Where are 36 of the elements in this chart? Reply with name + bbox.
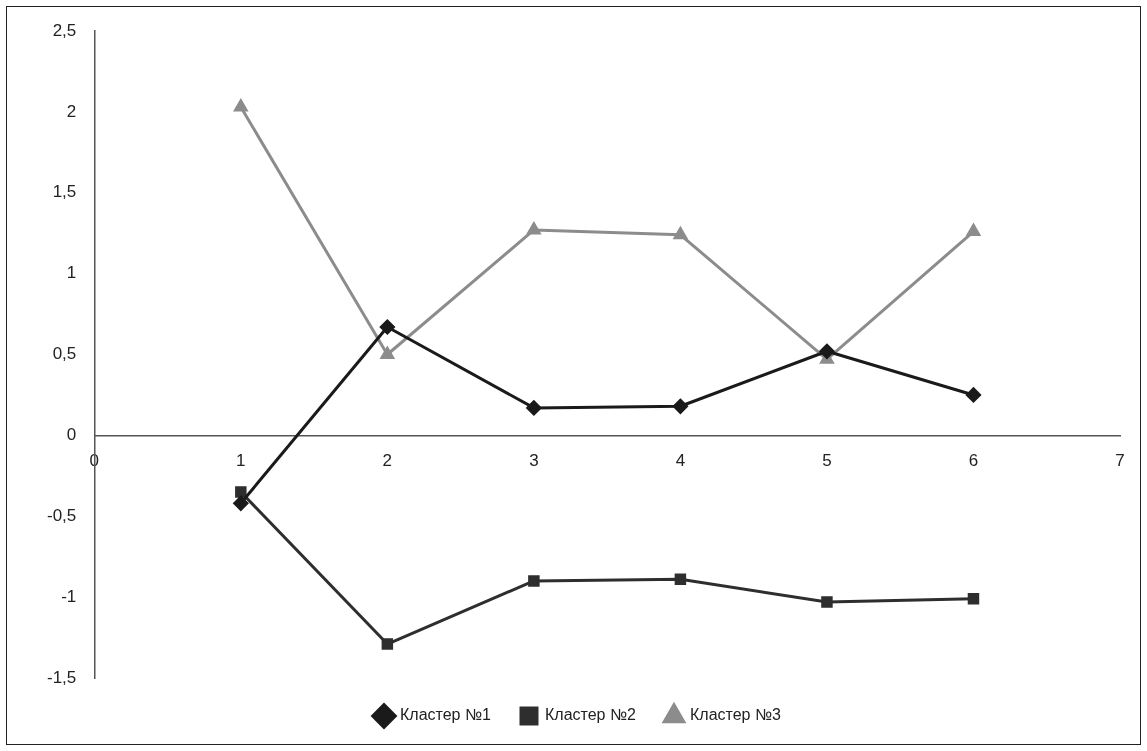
x-tick-label: 5 — [822, 451, 832, 471]
x-tick-label: 4 — [675, 451, 686, 471]
x-tick-label: 3 — [529, 451, 539, 471]
point — [235, 486, 247, 498]
point — [380, 347, 395, 359]
point — [381, 638, 394, 650]
y-tick-label: 0,5 — [52, 344, 77, 364]
y-tick-label: -1 — [61, 586, 77, 606]
point — [673, 227, 688, 240]
point — [967, 593, 980, 605]
point — [234, 99, 248, 112]
point — [819, 343, 835, 359]
point — [672, 398, 688, 414]
point — [526, 400, 542, 416]
point — [527, 222, 541, 235]
point — [821, 596, 833, 608]
point — [965, 387, 981, 403]
point — [674, 573, 687, 586]
y-tick-label: 1 — [66, 263, 77, 283]
point — [528, 575, 540, 587]
point — [233, 495, 249, 511]
y-tick-label: 2 — [66, 101, 77, 121]
y-tick-label: 2,5 — [52, 20, 77, 40]
x-tick-label: 6 — [968, 451, 979, 471]
y-tick-label: -1,5 — [47, 667, 77, 687]
y-tick-label: -0,5 — [47, 505, 77, 525]
y-tick-label: 0 — [66, 425, 77, 445]
point — [379, 319, 395, 335]
x-tick-label: 7 — [1115, 451, 1125, 471]
x-tick-label: 1 — [236, 451, 246, 471]
legend-label: Кластер №3 — [690, 706, 782, 724]
legend-label: Кластер №1 — [399, 706, 492, 724]
x-tick-label: 2 — [382, 451, 393, 471]
point — [966, 224, 981, 237]
y-tick-label: 1,5 — [52, 182, 77, 202]
legend-label: Кластер №2 — [545, 706, 637, 724]
